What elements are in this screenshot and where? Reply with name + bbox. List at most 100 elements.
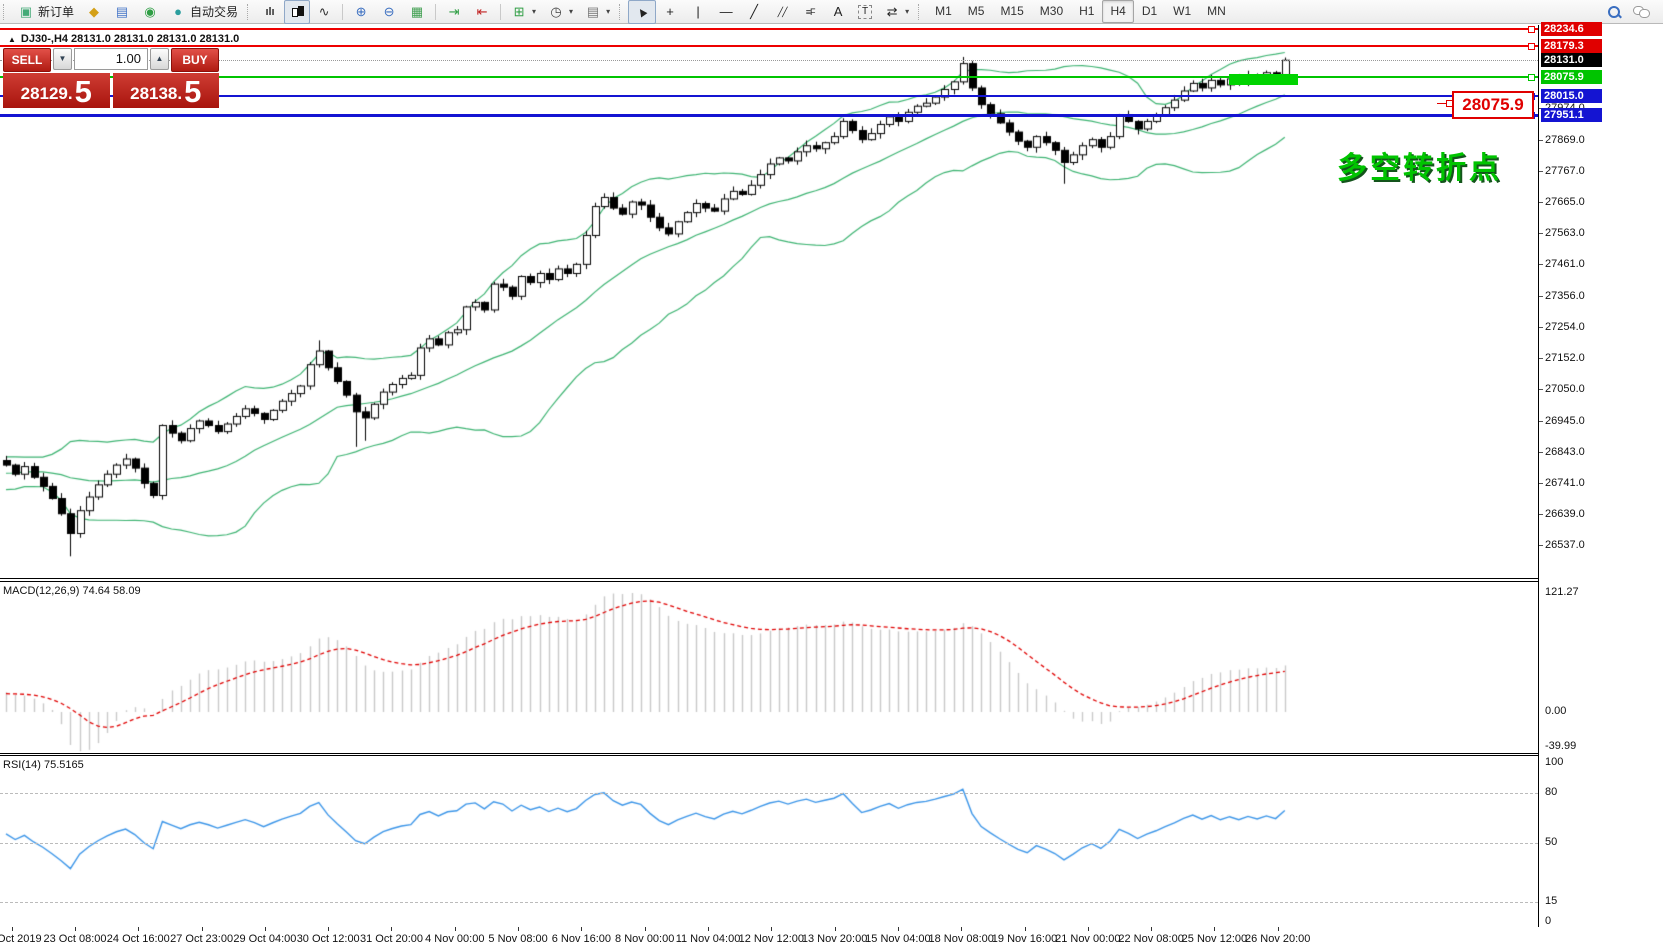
channel-button[interactable]: ╱╱ <box>768 0 796 24</box>
timeframe-w1-button[interactable]: W1 <box>1173 4 1192 18</box>
terminal-button[interactable]: ▤ <box>108 0 136 24</box>
dropdown-caret-icon[interactable]: ▾ <box>905 7 910 16</box>
volume-increase-button[interactable]: ▲ <box>150 48 169 70</box>
main-chart-canvas[interactable] <box>0 25 1538 578</box>
main-price-panel: ▲ DJ30-,H4 28131.0 28131.0 28131.0 28131… <box>0 25 1538 579</box>
volume-input[interactable]: 1.00 <box>74 48 148 70</box>
text-button[interactable]: A <box>824 0 852 24</box>
resistance-line-lower[interactable] <box>0 45 1538 47</box>
zoom-out-icon: ⊖ <box>383 3 395 19</box>
price-tick: 27461.0 <box>1539 258 1585 270</box>
label-button[interactable]: T <box>852 0 878 24</box>
timeframe-m30-button[interactable]: M30 <box>1039 4 1064 18</box>
chinese-annotation[interactable]: 多空转折点 <box>1337 152 1502 185</box>
dropdown-caret-icon[interactable]: ▾ <box>569 7 574 16</box>
timeframe-mn-button[interactable]: MN <box>1207 4 1226 18</box>
fibonacci-icon: ≡F <box>805 6 816 17</box>
chat-button[interactable] <box>1627 0 1655 24</box>
new-order-button[interactable]: ▣ 新订单 <box>12 0 80 24</box>
rsi-canvas[interactable] <box>0 756 1538 928</box>
pivot-highlight-rect[interactable] <box>1229 74 1298 85</box>
fibonacci-button[interactable]: ≡F <box>796 0 824 24</box>
timeframe-m5-button[interactable]: M5 <box>967 4 985 18</box>
sell-button[interactable]: SELL <box>3 48 51 72</box>
toolbar-grip <box>918 3 924 20</box>
resistance-line-lower-handle[interactable] <box>1528 43 1535 50</box>
volume-decrease-button[interactable]: ▼ <box>53 48 72 70</box>
date-tick <box>708 927 709 931</box>
date-label: 25 Nov 12:00 <box>1181 933 1248 945</box>
vertical-line-button[interactable]: | <box>684 0 712 24</box>
collapse-panel-icon[interactable]: ▲ <box>8 34 16 44</box>
current-price-line[interactable] <box>0 60 1538 61</box>
pivot-line-handle[interactable] <box>1528 74 1535 81</box>
buy-price-frac: 5 <box>184 74 202 109</box>
chart-title: DJ30-,H4 28131.0 28131.0 28131.0 28131.0 <box>20 33 240 45</box>
horizontal-line-button[interactable]: — <box>712 0 740 24</box>
price-tick: 27050.0 <box>1539 383 1585 395</box>
rsi-axis-label: 100 <box>1545 756 1564 768</box>
pivot-line[interactable] <box>0 76 1538 78</box>
date-tick <box>202 927 203 931</box>
resistance-line-upper-handle[interactable] <box>1528 26 1535 33</box>
crosshair-icon: + <box>666 3 674 19</box>
chart-shift-button[interactable]: ⇥ <box>440 0 468 24</box>
dropdown-caret-icon[interactable]: ▾ <box>606 7 611 16</box>
vertical-line-icon: | <box>696 3 700 19</box>
date-label: 15 Nov 04:00 <box>865 933 931 945</box>
macd-axis-label: 121.27 <box>1545 586 1579 598</box>
dropdown-caret-icon[interactable]: ▾ <box>532 7 537 16</box>
price-axis[interactable]: 27974.027869.027767.027665.027563.027461… <box>1538 21 1663 927</box>
zoom-in-button[interactable]: ⊕ <box>347 0 375 24</box>
profiles-button[interactable]: ▤ ▾ <box>579 0 616 24</box>
trendline-icon: ╱ <box>750 3 758 19</box>
buy-price-main: 28138 <box>130 84 178 103</box>
cursor-button[interactable]: ▲ <box>628 0 657 24</box>
new-chart-button[interactable]: ⊞ ▾ <box>505 0 542 24</box>
buy-button[interactable]: BUY <box>171 48 219 72</box>
resistance-line-upper[interactable] <box>0 28 1538 30</box>
search-button[interactable] <box>1601 0 1627 24</box>
auto-scroll-button[interactable]: ⇤ <box>468 0 496 24</box>
auto-scroll-icon: ⇤ <box>476 3 488 19</box>
label-icon: T <box>858 4 873 19</box>
date-tick <box>75 927 76 931</box>
price-callout[interactable]: 28075.9 <box>1452 91 1534 119</box>
crosshair-button[interactable]: + <box>656 0 684 24</box>
line-chart-button[interactable]: ∿ <box>310 0 338 24</box>
sell-price-display[interactable]: 28129. 5 <box>3 73 110 108</box>
price-tick: 27254.0 <box>1539 321 1585 333</box>
auto-trading-button[interactable]: ● 自动交易 <box>164 0 244 24</box>
price-tick: 27869.0 <box>1539 134 1585 146</box>
timeframe-h1-button[interactable]: H1 <box>1079 4 1095 18</box>
macd-canvas[interactable] <box>0 582 1538 753</box>
date-label: 27 Oct 23:00 <box>170 933 234 945</box>
date-tick <box>645 927 646 931</box>
timeframe-m15-button[interactable]: M15 <box>1000 4 1024 18</box>
support-line-lower[interactable] <box>0 114 1538 117</box>
arrows-button[interactable]: ⇄ ▾ <box>878 0 915 24</box>
history-button[interactable]: ◆ <box>80 0 108 24</box>
zoom-out-button[interactable]: ⊖ <box>375 0 403 24</box>
bar-chart-button[interactable]: ılı <box>256 0 284 24</box>
support-line-upper[interactable] <box>0 95 1538 97</box>
new-order-label: 新订单 <box>38 5 75 19</box>
timeframe-h4-button[interactable]: H4 <box>1102 0 1134 23</box>
timeframe-d1-button[interactable]: D1 <box>1141 4 1158 18</box>
timeframe-m1-button[interactable]: M1 <box>935 4 952 18</box>
clock-button[interactable]: ◷ ▾ <box>542 0 579 24</box>
tile-windows-button[interactable]: ▦ <box>403 0 431 24</box>
signal-button[interactable]: ◉ <box>136 0 164 24</box>
buy-price-display[interactable]: 28138. 5 <box>112 73 219 109</box>
price-tick: 26741.0 <box>1539 477 1585 489</box>
date-label: 22 Oct 2019 <box>0 933 42 945</box>
date-label: 22 Nov 08:00 <box>1118 933 1184 945</box>
toolbar: ▣ 新订单 ◆ ▤ ◉ ● 自动交易 ılı ∿ ⊕ ⊖ ▦ ⇥ ⇤ ⊞ ▾ ◷ ▾ ▤ ▾ ▲ + | —… <box>0 0 1663 24</box>
candlestick-button[interactable] <box>284 0 311 24</box>
price-tag: 28131.0 <box>1541 53 1602 68</box>
trendline-button[interactable]: ╱ <box>740 0 768 24</box>
price-tag: 28015.0 <box>1541 88 1602 103</box>
rsi-level-50 <box>0 843 1538 844</box>
